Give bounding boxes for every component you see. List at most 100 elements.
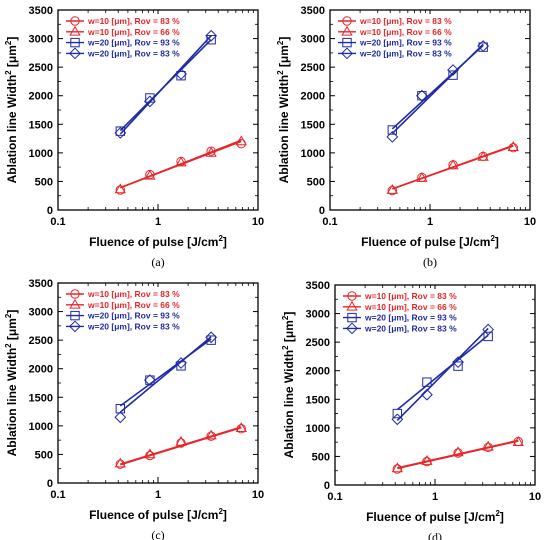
x-tick-label: 1 [155,489,161,501]
x-axis-label-sup: 2 [218,234,223,243]
x-axis-label-sup: 2 [490,234,495,243]
legend-marker [342,37,352,48]
x-axis-label-text: Fluence of pulse [J/cm [89,235,218,249]
legend-entry: w=10 [μm], Rov = 66 % [87,27,180,37]
data-point [144,374,156,387]
legend-entry: w=20 [μm], Rov = 83 % [87,48,180,58]
legend-marker [70,289,80,299]
legend-entry: w=10 [μm], Rov = 66 % [87,300,180,310]
series-2 [391,436,524,473]
y-axis-label-mid: [μm [277,45,291,70]
y-axis-label-sup1: 2 [276,70,285,75]
data-point [391,413,404,426]
y-tick-label: 1000 [29,148,53,160]
data-point [507,141,519,152]
legend-entry: w=10 [μm], Rov = 83 % [87,289,180,299]
data-point [483,442,493,452]
data-point [175,435,187,446]
series-4 [391,323,495,426]
legend-marker [346,300,358,311]
y-tick-label: 500 [35,449,53,461]
y-tick-label: 2000 [301,91,325,103]
data-point [144,95,156,108]
data-point [386,130,399,143]
data-point [175,156,187,167]
legend-marker [347,291,357,301]
y-tick-label: 0 [324,480,330,492]
series-1 [115,139,246,195]
data-point [114,183,126,194]
y-tick-label: 500 [312,451,330,463]
x-tick-label: 10 [524,216,536,228]
fit-line [120,139,242,189]
panel-caption: (d) [428,530,442,540]
y-tick-label: 1500 [29,119,53,131]
legend-marker [346,322,358,335]
data-point [483,331,493,342]
data-point [447,159,459,170]
data-point [114,457,126,468]
legend-entry: w=20 [μm], Rov = 83 % [364,323,457,333]
data-point [482,440,494,451]
y-axis-label-end: ] [282,312,296,316]
data-point [452,446,464,457]
x-tick-label: 10 [252,216,264,228]
fit-line [392,144,514,190]
data-point [115,459,126,469]
legend-marker [347,312,357,323]
fit-line [391,43,484,134]
data-point [477,40,490,52]
y-tick-label: 3000 [301,34,325,46]
legend: w=10 [μm], Rov = 83 %w=10 [μm], Rov = 66… [64,14,182,60]
y-axis-label-main: Ablation line Width [5,348,19,457]
data-point [235,135,247,146]
y-tick-label: 1000 [301,148,325,160]
data-point [205,29,218,42]
x-axis-label-text: Fluence of pulse [J/cm [89,508,218,522]
y-tick-label: 0 [47,478,53,490]
x-axis-label: Fluence of pulse [J/cm2] [366,509,504,524]
y-axis-label-sup2: 2 [281,315,290,320]
series-4 [114,29,218,139]
legend-entry: w=10 [μm], Rov = 83 % [359,16,452,26]
x-axis-label: Fluence of pulse [J/cm2] [361,234,499,249]
data-point [453,361,463,371]
y-tick-label: 1000 [306,423,330,435]
data-point [144,169,156,180]
data-point [205,429,217,440]
chart-panel-1: 0 500 1000 1500 2000 2500 3000 3500 0.1 1 10 Fluenc… [4,5,264,269]
y-axis-label: Ablation line Width2 [μm2] [4,310,19,457]
data-point [447,64,459,76]
y-axis-label-sup1: 2 [4,70,13,75]
panel-caption: (b) [423,255,437,269]
series-2 [114,422,247,468]
y-tick-label: 2500 [29,62,53,74]
x-tick-label: 10 [252,489,264,501]
legend-entry: w=20 [μm], Rov = 93 % [359,38,452,48]
y-axis-label-mid: [μm [5,318,19,343]
x-axis-label-sup: 2 [218,507,223,516]
y-axis-label-end: ] [5,37,19,41]
data-point [392,408,403,419]
data-point [205,146,217,157]
x-axis-label: Fluence of pulse [J/cm2] [89,234,227,249]
legend-marker [70,16,80,26]
data-point [114,126,127,139]
series-1 [392,436,523,474]
y-tick-label: 2000 [306,366,330,378]
legend-entry: w=20 [μm], Rov = 93 % [364,313,457,323]
legend-entry: w=10 [μm], Rov = 66 % [359,27,452,37]
y-axis-label-end: ] [277,37,291,41]
legend-marker [69,298,81,309]
data-point [115,126,126,136]
y-tick-label: 0 [47,205,53,217]
y-tick-label: 3500 [301,5,325,17]
data-point [205,331,218,344]
x-axis-label-end: ] [495,235,499,249]
y-axis-label-sup1: 2 [4,343,13,348]
data-point [175,357,187,369]
legend-entry: w=10 [μm], Rov = 83 % [87,16,180,26]
series-2 [386,141,519,194]
y-axis-label-end: ] [5,310,19,314]
y-axis-label-sup1: 2 [281,345,290,350]
